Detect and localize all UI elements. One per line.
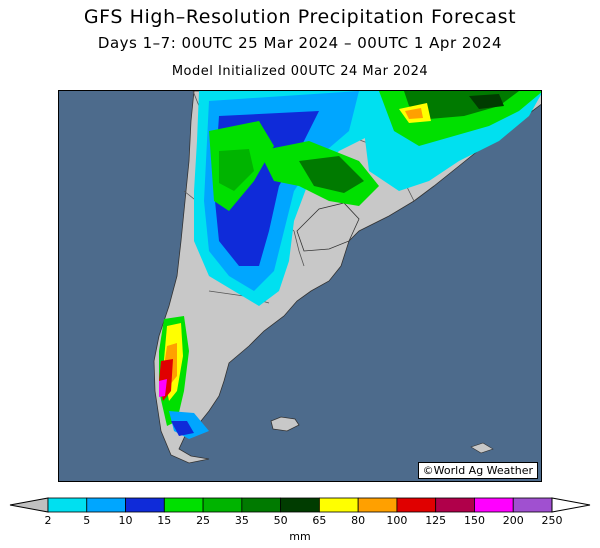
legend-swatch-7 bbox=[280, 497, 320, 513]
legend-swatch-5 bbox=[202, 497, 243, 513]
precipitation-map: ©World Ag Weather bbox=[58, 90, 542, 482]
legend-tick-label: 15 bbox=[157, 514, 172, 527]
legend-tick-label: 150 bbox=[463, 514, 485, 527]
legend-unit: mm bbox=[289, 530, 311, 543]
legend-swatch-8 bbox=[318, 497, 359, 513]
color-legend-bar bbox=[9, 497, 591, 513]
legend-tick-label: 2 bbox=[44, 514, 52, 527]
legend-tick-label: 250 bbox=[541, 514, 563, 527]
legend-swatch-6 bbox=[241, 497, 282, 513]
legend-tick-label: 200 bbox=[502, 514, 524, 527]
legend-tick-label: 125 bbox=[425, 514, 447, 527]
precipitation-shading bbox=[159, 91, 541, 439]
legend-swatch-4 bbox=[163, 497, 204, 513]
legend-tick-label: 65 bbox=[312, 514, 327, 527]
legend-tick-label: 50 bbox=[273, 514, 288, 527]
map-subtitle: Days 1–7: 00UTC 25 Mar 2024 – 00UTC 1 Ap… bbox=[97, 34, 503, 52]
legend-tick-label: 35 bbox=[234, 514, 249, 527]
legend-tick-label: 80 bbox=[351, 514, 366, 527]
falkland-islands bbox=[270, 416, 300, 432]
legend-tick-label: 100 bbox=[386, 514, 408, 527]
legend-swatch-2 bbox=[86, 497, 126, 513]
credit-label: ©World Ag Weather bbox=[417, 462, 538, 479]
map-canvas bbox=[153, 91, 541, 464]
legend-tick-label: 10 bbox=[118, 514, 133, 527]
legend-swatch-1 bbox=[47, 497, 88, 513]
legend-tick-label: 5 bbox=[83, 514, 91, 527]
land-rio-de-la-plata bbox=[296, 202, 360, 252]
legend-swatch-12 bbox=[474, 497, 514, 513]
map-title: GFS High–Resolution Precipitation Foreca… bbox=[83, 6, 517, 28]
legend-swatch-9 bbox=[357, 497, 398, 513]
legend-swatch-3 bbox=[125, 497, 165, 513]
legend-tick-label: 25 bbox=[196, 514, 211, 527]
model-init-line: Model Initialized 00UTC 24 Mar 2024 bbox=[171, 64, 429, 79]
legend-swatch-11 bbox=[435, 497, 475, 513]
legend-swatch-13 bbox=[512, 497, 553, 513]
legend-swatch-10 bbox=[396, 497, 437, 513]
south-georgia bbox=[470, 442, 494, 454]
legend-swatch-above-250 bbox=[551, 497, 591, 513]
legend-swatch-below-2 bbox=[9, 497, 49, 513]
